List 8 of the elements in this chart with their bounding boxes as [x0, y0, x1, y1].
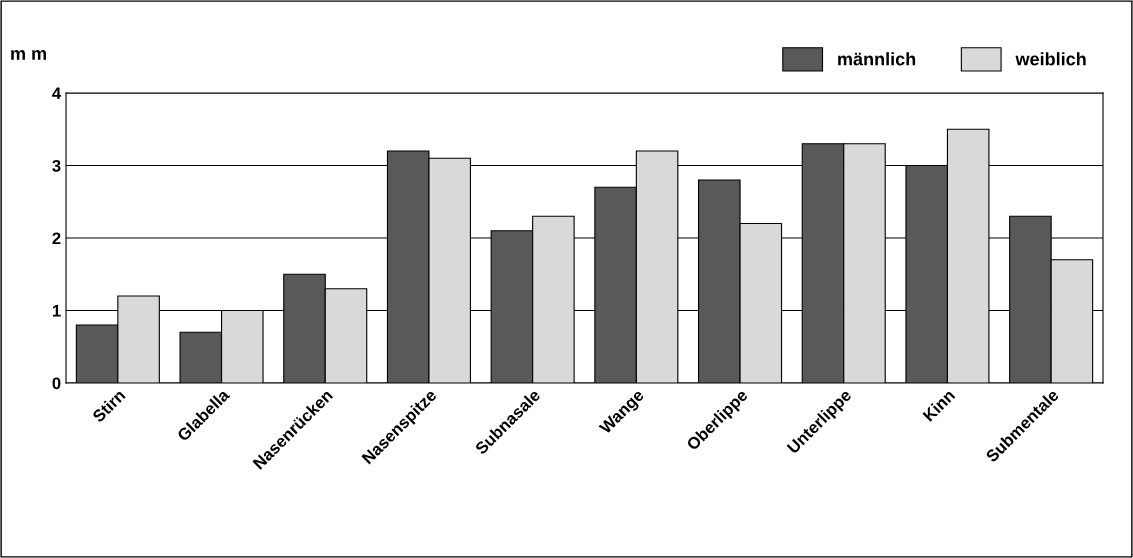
legend-label: weiblich — [1015, 52, 1086, 66]
y-tick-label: 0 — [52, 377, 61, 390]
y-tick-label: 2 — [52, 232, 61, 245]
legend-label: männlich — [838, 52, 916, 66]
y-tick-label: 3 — [52, 159, 61, 172]
y-tick-label: 4 — [52, 87, 62, 100]
y-axis-title: m m — [11, 49, 47, 60]
y-tick-label: 1 — [52, 305, 61, 317]
